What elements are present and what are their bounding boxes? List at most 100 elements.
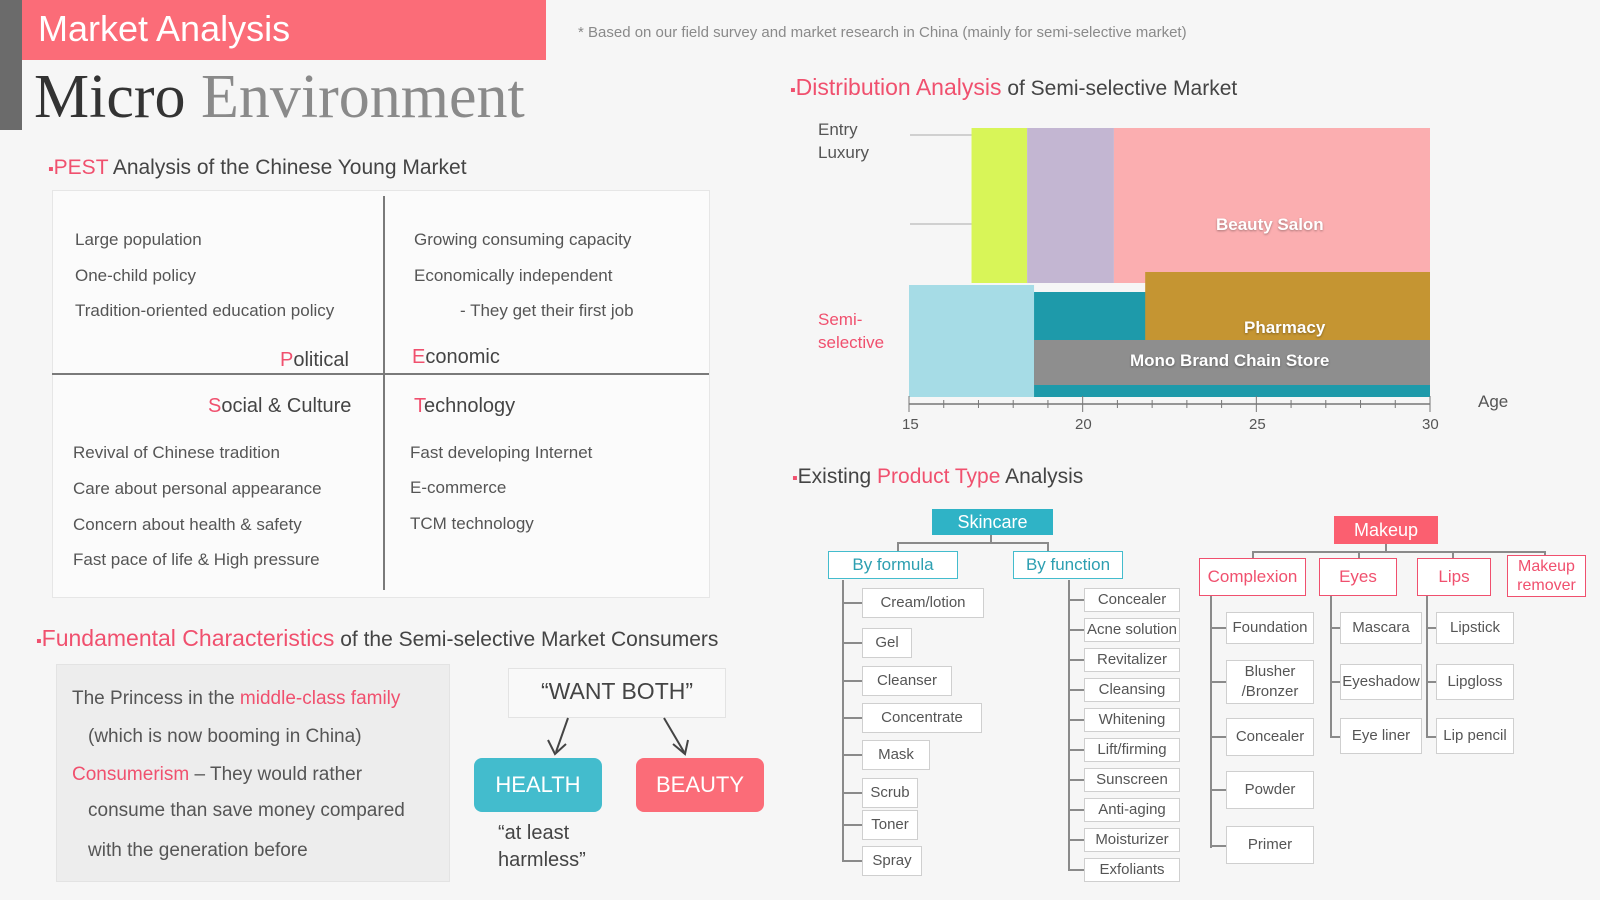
economic-initial: E — [412, 346, 426, 368]
tree-tick — [1210, 736, 1226, 738]
region-pharmacy — [1145, 272, 1430, 342]
pest-panel — [52, 190, 710, 598]
region-segment-3 — [909, 285, 1035, 397]
pest-heading-rest: Analysis of the Chinese Young Market — [108, 156, 467, 179]
bar-label-mono-brand: Mono Brand Chain Store — [1130, 351, 1330, 370]
distribution-heading-red: Distribution Analysis — [795, 74, 1002, 100]
bullet-dot: ▪ — [36, 633, 42, 650]
tree-tick — [1068, 809, 1084, 811]
node-by-formula: By formula — [828, 551, 958, 579]
fundamental-line-1-text: The Princess in the — [72, 688, 240, 709]
economic-rest: conomic — [425, 346, 500, 368]
tree-line — [1452, 551, 1454, 558]
node-lipgloss: Lipgloss — [1436, 664, 1514, 700]
node-makeup-remover-line-2: remover — [1517, 577, 1576, 594]
tree-tick — [1330, 681, 1340, 683]
tree-line — [842, 580, 844, 862]
technology-item: Fast developing Internet — [410, 443, 593, 462]
tree-tick — [1068, 629, 1084, 631]
y-label-luxury: Luxury — [818, 143, 870, 162]
fundamental-heading-red: Fundamental Characteristics — [41, 625, 335, 651]
bar-label-pharmacy: Pharmacy — [1244, 318, 1326, 337]
tree-tick — [1068, 659, 1084, 661]
tree-tick — [1426, 736, 1436, 738]
bullet-dot: ▪ — [792, 470, 798, 487]
node-mascara: Mascara — [1340, 612, 1422, 644]
fundamental-panel — [56, 664, 450, 882]
pest-divider-vertical — [383, 196, 385, 590]
node-lips: Lips — [1417, 558, 1491, 596]
node-function-item: Cleansing — [1084, 678, 1180, 702]
node-eye-liner: Eye liner — [1340, 718, 1422, 754]
node-blusher-bronzer: Blusher /Bronzer — [1226, 660, 1314, 704]
node-concealer-makeup: Concealer — [1226, 718, 1314, 756]
node-function-item: Revitalizer — [1084, 648, 1180, 672]
node-function-item: Lift/firming — [1084, 738, 1180, 762]
node-function-item: Concealer — [1084, 588, 1180, 612]
tree-line — [1358, 551, 1360, 558]
x-tick-15: 15 — [902, 416, 919, 433]
fundamental-line-1: The Princess in the middle-class family — [72, 688, 400, 710]
x-tick-30: 30 — [1422, 416, 1439, 433]
products-heading-red: Product Type — [877, 465, 1001, 488]
arrow-left-line — [555, 717, 569, 753]
tree-line — [990, 533, 992, 543]
political-item: Tradition-oriented education policy — [75, 301, 335, 320]
health-caption: “at least harmless” — [498, 820, 586, 874]
tree-line — [897, 542, 1049, 544]
node-eyes: Eyes — [1319, 558, 1397, 596]
pest-heading: ▪PEST Analysis of the Chinese Young Mark… — [48, 156, 467, 180]
node-foundation: Foundation — [1226, 612, 1314, 644]
economic-item: Growing consuming capacity — [414, 230, 632, 249]
tree-tick — [1210, 627, 1226, 629]
node-makeup: Makeup — [1334, 516, 1438, 544]
region-segment-1 — [1027, 128, 1114, 283]
bar-label-beauty-salon: Beauty Salon — [1216, 215, 1324, 234]
node-blusher: Blusher — [1244, 663, 1296, 680]
tree-tick — [1426, 627, 1436, 629]
node-function-item: Acne solution — [1084, 618, 1180, 642]
node-eyeshadow: Eyeshadow — [1340, 664, 1422, 700]
social-initial: S — [208, 395, 222, 417]
arrow-right-line — [663, 717, 685, 753]
want-arrows — [547, 717, 689, 756]
node-formula-item: Cleanser — [862, 666, 952, 696]
technology-initial: T — [414, 395, 424, 417]
node-function-item: Whitening — [1084, 708, 1180, 732]
y-label-semi: Semi- — [818, 310, 863, 329]
tree-line — [1330, 596, 1332, 738]
pest-divider-horizontal — [52, 373, 709, 375]
node-formula-item: Concentrate — [862, 703, 982, 733]
products-heading-rest: Analysis — [1000, 465, 1084, 488]
technology-label: Technology — [414, 395, 515, 418]
fundamental-line-1-red: middle-class family — [239, 688, 401, 709]
social-rest: ocial & Culture — [221, 395, 352, 417]
page-title: Micro Environment — [34, 62, 525, 133]
tree-line — [1068, 580, 1070, 870]
tree-line — [1252, 551, 1254, 558]
tree-tick — [1210, 681, 1226, 683]
tree-tick — [1210, 845, 1226, 847]
header-title: Market Analysis — [38, 8, 291, 49]
tree-line — [1385, 543, 1387, 552]
tree-tick — [1068, 749, 1084, 751]
tree-line — [1252, 551, 1546, 553]
node-by-function: By function — [1013, 551, 1123, 579]
node-function-item: Exfoliants — [1084, 858, 1180, 882]
bullet-dot: ▪ — [790, 82, 796, 99]
y-label-entry: Entry — [818, 120, 858, 139]
social-item: Concern about health & safety — [73, 515, 302, 534]
node-formula-item: Gel — [862, 628, 912, 658]
arrow-right-head — [672, 739, 689, 756]
tree-tick — [1068, 599, 1084, 601]
distribution-heading-rest: of Semi-selective Market — [1001, 77, 1238, 100]
fundamental-line-3: Consumerism – They would rather — [72, 764, 362, 786]
social-item: Care about personal appearance — [73, 479, 322, 498]
tree-line — [1544, 551, 1546, 558]
fundamental-line-2: (which is now booming in China) — [88, 726, 362, 747]
tree-line — [1426, 596, 1428, 738]
social-label: Social & Culture — [208, 395, 351, 418]
fundamental-heading: ▪Fundamental Characteristics of the Semi… — [36, 625, 718, 652]
tree-tick — [1210, 789, 1226, 791]
tree-tick — [1426, 681, 1436, 683]
